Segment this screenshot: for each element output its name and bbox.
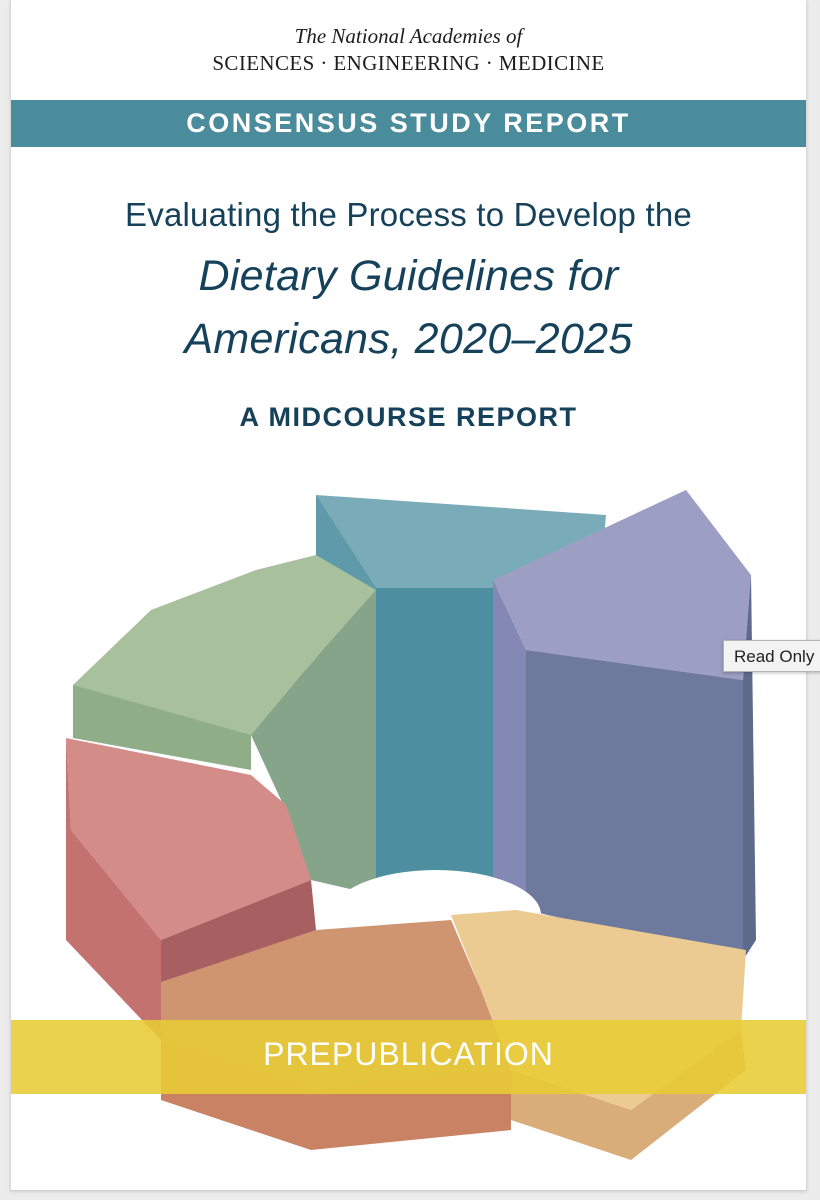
sage-inner-wall [251,590,376,895]
title-line-3: Americans, 2020–2025 [184,315,633,363]
prepublication-label: PREPUBLICATION [263,1036,554,1072]
coral-segment-face [66,738,161,1040]
publisher-name: The National Academies of [294,24,523,48]
title-line-1: Evaluating the Process to Develop the [125,196,692,233]
peach-segment-face [161,1040,511,1150]
lavender-segment-side [493,580,526,910]
sage-segment-face [73,685,251,770]
series-banner: CONSENSUS STUDY REPORT [11,100,806,147]
wheat-segment-face [511,1030,746,1160]
prepublication-band [11,1020,806,1094]
sage-segment [73,555,376,735]
teal-segment-face [376,588,493,895]
lavender-segment-face [526,650,743,960]
report-cover: The National Academies of SCIENCES · ENG… [10,0,807,1191]
read-only-tooltip: Read Only [723,640,820,672]
lavender-segment [493,490,751,680]
coral-segment [66,738,311,940]
publisher-divisions: SCIENCES · ENGINEERING · MEDICINE [212,51,605,75]
title-line-2: Dietary Guidelines for [198,252,619,300]
report-subtitle: A MIDCOURSE REPORT [239,402,578,432]
